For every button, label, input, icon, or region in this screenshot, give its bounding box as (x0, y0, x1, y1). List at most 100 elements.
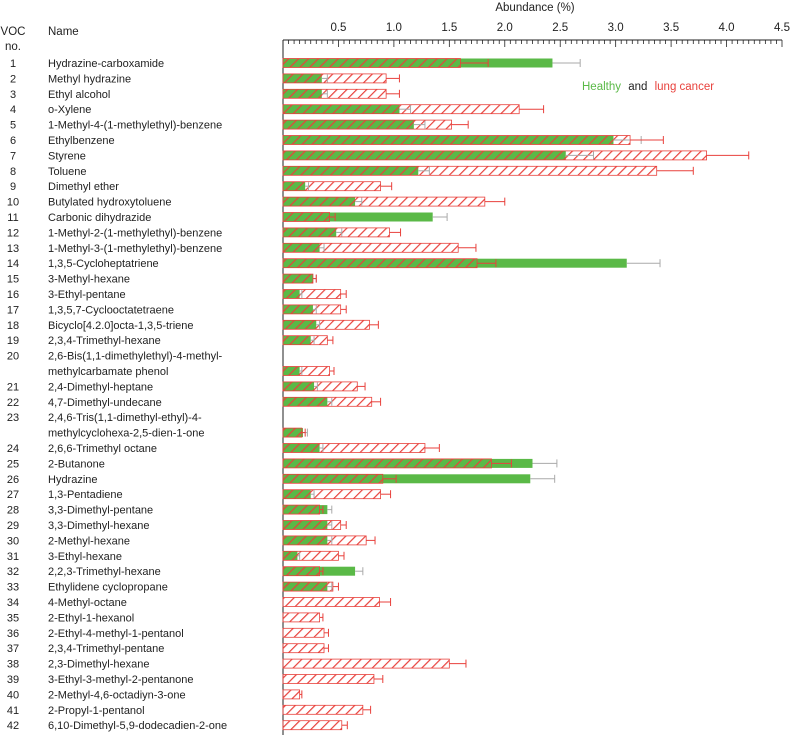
compound-row: 34 4-Methyl-octane (7, 597, 392, 609)
cancer-bar (282, 258, 478, 269)
compound-row: 41 2-Propyl-1-pentanol (7, 705, 372, 717)
voc-number: 15 (7, 274, 19, 286)
voc-number: 36 (7, 628, 19, 640)
voc-number: 2 (10, 73, 16, 85)
compound-row: 4 o-Xylene (10, 104, 545, 116)
compound-row: 2 Methyl hydrazine (10, 73, 400, 85)
cancer-bar (282, 612, 320, 623)
compound-row: 13 1-Methyl-3-(1-methylethyl)-benzene (7, 243, 477, 255)
compound-name: Ethylbenzene (48, 135, 115, 147)
voc-number: 34 (7, 597, 19, 609)
voc-number: 25 (7, 458, 19, 470)
x-tick-label: 4.5 (774, 22, 790, 34)
compound-name: 2,4-Dimethyl-heptane (48, 381, 153, 393)
voc-number: 24 (7, 443, 19, 455)
voc-number: 16 (7, 289, 19, 301)
cancer-bar (282, 566, 320, 577)
cancer-bar (282, 335, 328, 346)
compound-row: 24 2,6,6-Trimethyl octane (7, 443, 440, 455)
compound-row: 3 Ethyl alcohol (10, 88, 400, 101)
voc-number: 41 (7, 705, 19, 717)
compound-row: 26 Hydrazine (7, 474, 556, 486)
healthy-bar (283, 212, 433, 222)
compound-name: Hydrazine-carboxamide (48, 58, 164, 70)
compound-row: 27 1,3-Pentadiene (7, 489, 392, 501)
compound-name: 2,3-Dimethyl-hexane (48, 659, 150, 671)
compound-row: 33 Ethylidene cyclopropane (7, 582, 339, 594)
voc-number: 29 (7, 520, 19, 532)
compound-row: 31 3-Ethyl-hexane (7, 551, 345, 563)
compound-row: 6 Ethylbenzene (10, 135, 664, 147)
legend-and: and (628, 81, 647, 93)
voc-number: 9 (10, 181, 16, 193)
compound-row: 23 2,4,6-Tris(1,1-dimethyl-ethyl)-4- methy… (7, 412, 308, 440)
cancer-bar (282, 627, 325, 638)
compound-name: Styrene (48, 150, 86, 162)
compound-name: 4-Methyl-octane (48, 597, 127, 609)
compound-name: Butylated hydroxytoluene (48, 197, 172, 209)
cancer-bar (282, 381, 358, 392)
legend: Healthy and lung cancer (582, 81, 714, 93)
compound-row: 37 2,3,4-Trimethyl-pentane (7, 643, 329, 655)
name-column-header: Name (48, 26, 79, 38)
voc-number: 21 (7, 381, 19, 393)
voc-column-header-line1: VOC (1, 26, 26, 38)
compound-name: 2-Methyl-hexane (48, 535, 130, 547)
compound-name: 2,4,6-Tris(1,1-dimethyl-ethyl)-4- (48, 412, 202, 424)
compound-row: 7 Styrene (10, 150, 750, 162)
voc-number: 40 (7, 689, 19, 701)
compound-name: 3-Ethyl-hexane (48, 551, 122, 563)
compound-row: 20 2,6-Bis(1,1-dimethylethyl)-4-methyl-me… (7, 351, 335, 378)
cancer-bar (282, 88, 387, 99)
cancer-bar (282, 674, 375, 684)
cancer-bar (282, 489, 381, 500)
x-tick-label: 1.5 (441, 22, 457, 34)
x-tick-label: 2.5 (552, 22, 568, 34)
compound-name: Carbonic dihydrazide (48, 212, 151, 224)
x-tick-label: 3.5 (663, 22, 679, 34)
voc-number: 37 (7, 643, 19, 655)
cancer-bar (282, 165, 658, 176)
compound-name: o-Xylene (48, 104, 91, 116)
voc-number: 17 (7, 304, 19, 316)
cancer-bar (282, 366, 330, 376)
voc-number: 42 (7, 720, 19, 732)
compound-name: 3-Ethyl-pentane (48, 289, 126, 301)
compound-name: 2-Propyl-1-pentanol (48, 705, 145, 717)
voc-number: 12 (7, 227, 19, 239)
cancer-bar (282, 181, 381, 192)
compound-name: 3,3-Dimethyl-hexane (48, 520, 150, 532)
x-tick-label: 3.0 (608, 22, 624, 34)
compound-name: 2,3,4-Trimethyl-hexane (48, 335, 161, 347)
legend-cancer: lung cancer (655, 81, 715, 93)
compound-name: 2-Ethyl-4-methyl-1-pentanol (48, 628, 184, 640)
compound-name: 6,10-Dimethyl-5,9-dodecadien-2-one (48, 720, 227, 732)
cancer-bar (282, 720, 343, 731)
cancer-bar (282, 119, 452, 130)
voc-number: 23 (7, 412, 19, 424)
cancer-bar (282, 597, 380, 607)
voc-number: 19 (7, 335, 19, 347)
compound-row: 14 1,3,5-Cycloheptatriene (7, 258, 661, 270)
compound-name: Hydrazine (48, 474, 98, 486)
cancer-bar (282, 643, 325, 654)
voc-number: 35 (7, 612, 19, 624)
healthy-bar (283, 474, 531, 484)
compound-row: 12 1-Methyl-2-(1-methylethyl)-benzene (7, 227, 402, 239)
voc-number: 20 (7, 351, 19, 363)
compound-row: 35 2-Ethyl-1-hexanol (7, 612, 324, 624)
cancer-bar (282, 150, 707, 161)
x-tick-label: 1.0 (386, 22, 402, 34)
cancer-bar (282, 135, 631, 145)
x-tick-label: 0.5 (330, 22, 346, 34)
voc-number: 10 (7, 197, 19, 209)
compound-row: 22 4,7-Dimethyl-undecane (7, 397, 382, 409)
compound-name: Bicyclo[4.2.0]octa-1,3,5-triene (48, 320, 194, 332)
compound-name: 2,2,3-Trimethyl-hexane (48, 566, 161, 578)
compound-row: 36 2-Ethyl-4-methyl-1-pentanol (7, 628, 329, 640)
compound-row: 15 3-Methyl-hexane (7, 274, 317, 286)
compound-name: 2-Methyl-4,6-octadiyn-3-one (48, 689, 186, 701)
compound-name: 2,6,6-Trimethyl octane (48, 443, 157, 455)
compound-row: 8 Toluene (10, 165, 694, 178)
